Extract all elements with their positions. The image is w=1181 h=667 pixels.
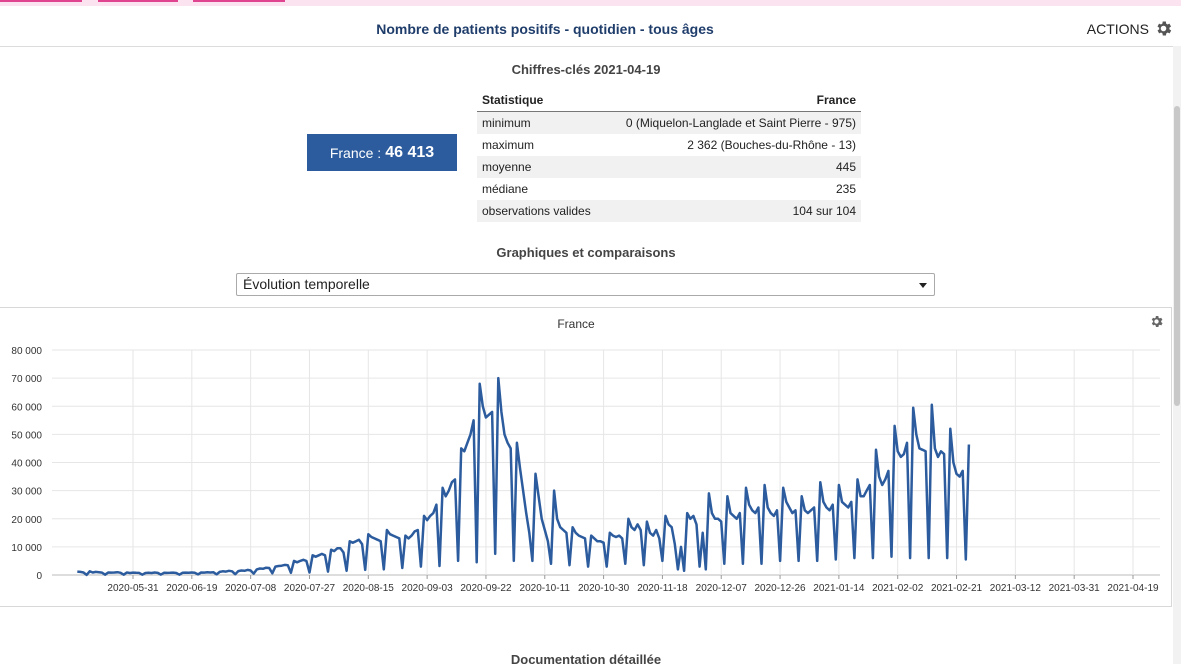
table-row: observations valides 104 sur 104 [477, 200, 861, 222]
select-value: Évolution temporelle [243, 276, 370, 292]
scrollbar-thumb[interactable] [1174, 106, 1180, 406]
top-tab-strip [0, 0, 1181, 6]
x-tick-label: 2020-07-08 [225, 583, 277, 594]
page-scrollbar[interactable] [1173, 46, 1181, 664]
chart-title: France [557, 317, 595, 331]
value-label: France : [329, 144, 382, 161]
x-tick-label: 2020-07-27 [284, 583, 336, 594]
graphs-title: Graphiques et comparaisons [496, 245, 676, 260]
series-group [77, 376, 971, 577]
table-row: minimum 0 (Miquelon-Langlade et Saint Pi… [477, 111, 861, 134]
x-tick-label: 2021-03-31 [1049, 583, 1101, 594]
stat-label: minimum [477, 111, 605, 134]
actions-button[interactable]: ACTIONS [1087, 19, 1173, 38]
stats-table: Statistique France minimum 0 (Miquelon-L… [477, 88, 861, 222]
stat-label: observations valides [477, 200, 605, 222]
x-tick-label: 2020-11-18 [637, 583, 688, 594]
y-tick-label: 70 000 [11, 374, 42, 385]
x-tick-label: 2020-08-15 [343, 583, 395, 594]
x-tick-label: 2021-03-12 [990, 583, 1042, 594]
y-tick-label: 50 000 [11, 430, 42, 441]
line-chart: France 0 10 000 20 000 30 000 40 000 50 000 60… [11, 317, 1160, 594]
documentation-title: Documentation détaillée [510, 652, 662, 667]
top-tab-3[interactable] [193, 0, 285, 2]
y-tick-label: 80 000 [11, 346, 42, 357]
page-title: Nombre de patients positifs - quotidien … [376, 21, 714, 37]
header-bar: Nombre de patients positifs - quotidien … [0, 6, 1181, 47]
stats-header-row: Statistique France [477, 88, 861, 112]
table-row: moyenne 445 [477, 156, 861, 178]
x-tick-label: 2020-10-30 [578, 583, 630, 594]
y-tick-label: 0 [36, 571, 42, 582]
y-tick-label: 40 000 [11, 459, 42, 470]
y-tick-label: 60 000 [11, 402, 42, 413]
x-tick-label: 2021-04-19 [1107, 583, 1159, 594]
stat-value: 0 (Miquelon-Langlade et Saint Pierre - 9… [604, 111, 861, 134]
stat-value: 235 [835, 182, 856, 196]
x-tick-label: 2021-01-14 [813, 583, 865, 594]
y-tick-label: 30 000 [11, 487, 42, 498]
gear-icon [1157, 21, 1172, 36]
stats-col-france: France [604, 88, 861, 112]
gear-icon[interactable] [1149, 314, 1164, 329]
x-tick-label: 2020-06-19 [166, 583, 218, 594]
y-axis: 0 10 000 20 000 30 000 40 000 50 000 60 000 70 … [11, 346, 42, 582]
stat-value: 2 362 (Bouches-du-Rhône - 13) [687, 138, 856, 152]
chevron-down-icon [919, 283, 927, 288]
x-tick-label: 2020-09-03 [402, 583, 454, 594]
stat-label: médiane [482, 182, 529, 196]
y-tick-label: 10 000 [11, 543, 42, 554]
x-axis: 2020-05-31 2020-06-19 2020-07-08 2020-07-27… [107, 575, 1159, 594]
top-tab-1[interactable] [0, 0, 82, 2]
table-row: maximum 2 362 (Bouches-du-Rhône - 13) [477, 134, 861, 156]
x-tick-label: 2020-12-26 [754, 583, 806, 594]
y-tick-label: 20 000 [11, 515, 42, 526]
stats-col-statistique: Statistique [477, 88, 605, 112]
x-tick-label: 2021-02-21 [931, 583, 983, 594]
value-box: France : 46 413 [307, 134, 457, 171]
series-line-france [77, 376, 971, 577]
stat-value: 445 [604, 156, 861, 178]
x-tick-label: 2020-05-31 [107, 583, 159, 594]
x-tick-label: 2020-12-07 [696, 583, 748, 594]
chart-grid [52, 349, 1160, 576]
x-tick-label: 2020-09-22 [460, 583, 512, 594]
actions-label: ACTIONS [1086, 20, 1149, 37]
stat-label: maximum [482, 138, 535, 152]
x-tick-label: 2021-02-02 [872, 583, 924, 594]
chart-type-select[interactable]: Évolution temporelle [236, 273, 935, 296]
stat-label: moyenne [477, 156, 605, 178]
table-row: médiane 235 [477, 178, 861, 200]
value-number: 46 413 [385, 143, 435, 161]
x-tick-label: 2020-10-11 [520, 583, 571, 594]
stat-value: 104 sur 104 [604, 200, 861, 222]
key-figures-title: Chiffres-clés 2021-04-19 [511, 62, 661, 77]
top-tab-2[interactable] [98, 0, 178, 2]
